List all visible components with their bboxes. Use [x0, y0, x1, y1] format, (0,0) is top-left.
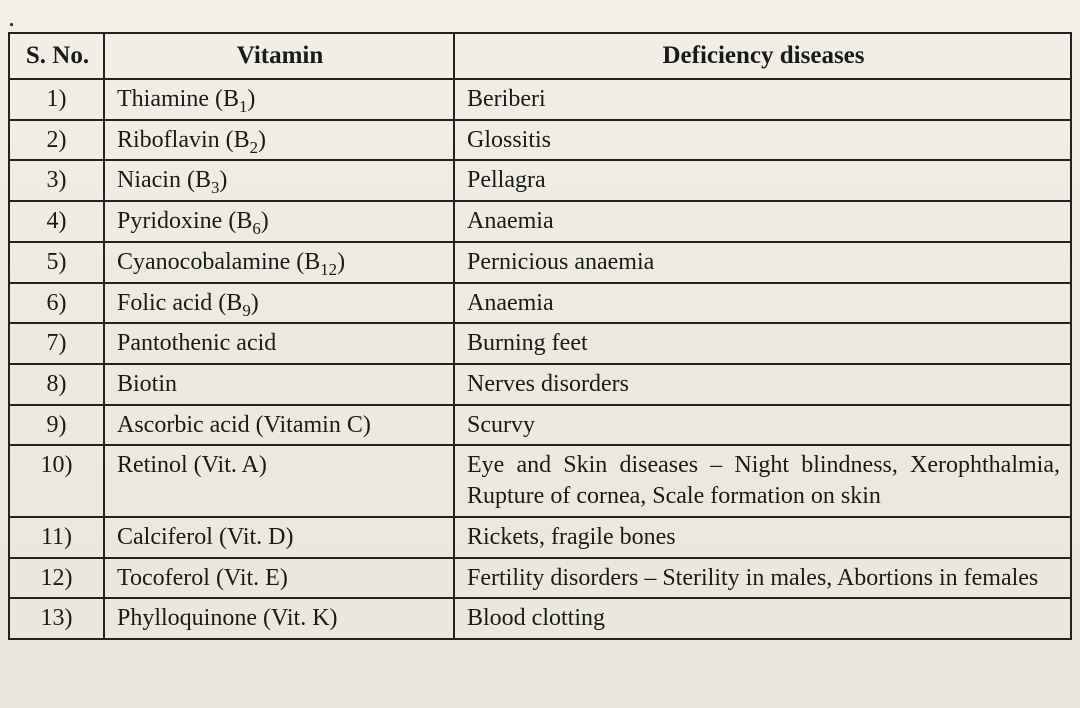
cell-vitamin: Ascorbic acid (Vitamin C)	[104, 405, 454, 446]
cell-disease: Beriberi	[454, 79, 1071, 120]
col-header-sno: S. No.	[9, 33, 104, 79]
cell-sno: 8)	[9, 364, 104, 405]
cell-vitamin: Folic acid (B9)	[104, 283, 454, 324]
table-header-row: S. No. Vitamin Deficiency diseases	[9, 33, 1071, 79]
cell-vitamin: Thiamine (B1)	[104, 79, 454, 120]
table-row: 8)BiotinNerves disorders	[9, 364, 1071, 405]
table-row: 9)Ascorbic acid (Vitamin C)Scurvy	[9, 405, 1071, 446]
cell-vitamin: Niacin (B3)	[104, 160, 454, 201]
cell-disease: Pernicious anaemia	[454, 242, 1071, 283]
cell-vitamin: Pyridoxine (B6)	[104, 201, 454, 242]
table-row: 3)Niacin (B3)Pellagra	[9, 160, 1071, 201]
cell-disease: Blood clotting	[454, 598, 1071, 639]
table-row: 1)Thiamine (B1)Beriberi	[9, 79, 1071, 120]
cell-disease: Burning feet	[454, 323, 1071, 364]
vitamin-table: S. No. Vitamin Deficiency diseases 1)Thi…	[8, 32, 1072, 640]
cell-sno: 11)	[9, 517, 104, 558]
cell-disease: Fertility disorders – Sterility in males…	[454, 558, 1071, 599]
table-row: 4)Pyridoxine (B6)Anaemia	[9, 201, 1071, 242]
table-row: 10)Retinol (Vit. A)Eye and Skin diseases…	[9, 445, 1071, 516]
cell-sno: 3)	[9, 160, 104, 201]
col-header-disease: Deficiency diseases	[454, 33, 1071, 79]
cell-vitamin: Tocoferol (Vit. E)	[104, 558, 454, 599]
cell-vitamin: Riboflavin (B2)	[104, 120, 454, 161]
table-row: 11)Calciferol (Vit. D)Rickets, fragile b…	[9, 517, 1071, 558]
cell-sno: 1)	[9, 79, 104, 120]
cell-vitamin: Pantothenic acid	[104, 323, 454, 364]
cell-sno: 13)	[9, 598, 104, 639]
table-row: 12)Tocoferol (Vit. E)Fertility disorders…	[9, 558, 1071, 599]
cell-disease: Glossitis	[454, 120, 1071, 161]
cell-sno: 7)	[9, 323, 104, 364]
cell-sno: 5)	[9, 242, 104, 283]
cell-sno: 2)	[9, 120, 104, 161]
table-row: 7)Pantothenic acidBurning feet	[9, 323, 1071, 364]
cell-vitamin: Phylloquinone (Vit. K)	[104, 598, 454, 639]
cell-sno: 10)	[9, 445, 104, 516]
cell-disease: Anaemia	[454, 201, 1071, 242]
cell-sno: 9)	[9, 405, 104, 446]
table-row: 13)Phylloquinone (Vit. K)Blood clotting	[9, 598, 1071, 639]
cell-sno: 4)	[9, 201, 104, 242]
cell-sno: 6)	[9, 283, 104, 324]
cell-disease: Pellagra	[454, 160, 1071, 201]
page: . S. No. Vitamin Deficiency diseases 1)T…	[0, 0, 1080, 708]
col-header-vitamin: Vitamin	[104, 33, 454, 79]
table-row: 6)Folic acid (B9)Anaemia	[9, 283, 1071, 324]
cell-disease: Eye and Skin diseases – Night blindness,…	[454, 445, 1071, 516]
cell-disease: Nerves disorders	[454, 364, 1071, 405]
cell-disease: Rickets, fragile bones	[454, 517, 1071, 558]
cell-disease: Anaemia	[454, 283, 1071, 324]
cell-sno: 12)	[9, 558, 104, 599]
table-body: 1)Thiamine (B1)Beriberi2)Riboflavin (B2)…	[9, 79, 1071, 639]
cell-vitamin: Retinol (Vit. A)	[104, 445, 454, 516]
cell-disease: Scurvy	[454, 405, 1071, 446]
cell-vitamin: Cyanocobalamine (B12)	[104, 242, 454, 283]
table-row: 5)Cyanocobalamine (B12)Pernicious anaemi…	[9, 242, 1071, 283]
cell-vitamin: Biotin	[104, 364, 454, 405]
cell-vitamin: Calciferol (Vit. D)	[104, 517, 454, 558]
table-row: 2)Riboflavin (B2)Glossitis	[9, 120, 1071, 161]
leading-bullet: .	[8, 2, 21, 33]
